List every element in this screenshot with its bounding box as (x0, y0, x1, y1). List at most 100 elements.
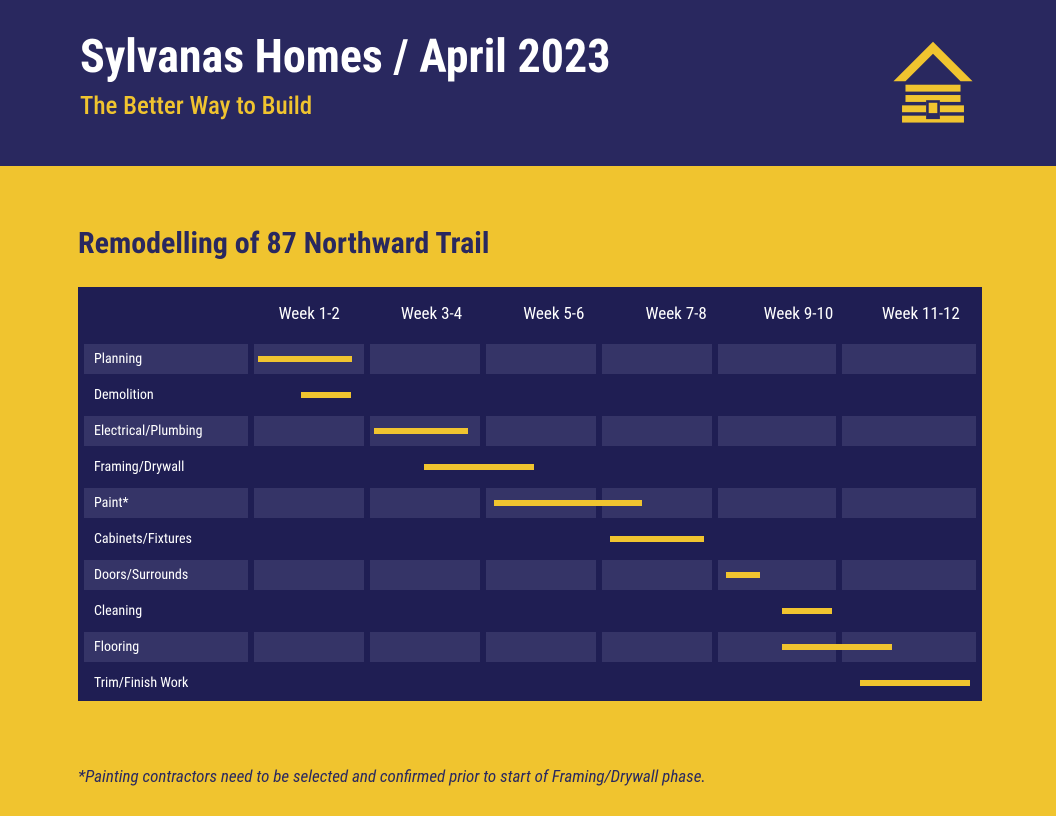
gantt-row: Flooring (78, 629, 982, 665)
gantt-row-cells (254, 488, 982, 518)
gantt-cell (254, 488, 364, 518)
footnote: *Painting contractors need to be selecte… (78, 767, 978, 787)
gantt-cell (254, 524, 364, 554)
gantt-col-header: Week 11-12 (860, 304, 982, 324)
gantt-row-label: Cabinets/Fixtures (84, 524, 248, 554)
gantt-cell (842, 524, 976, 554)
gantt-row: Demolition (78, 377, 982, 413)
gantt-bar (726, 572, 760, 578)
gantt-cell (602, 452, 712, 482)
gantt-cell (254, 668, 364, 698)
page-title: Sylvanas Homes / April 2023 (80, 30, 976, 84)
gantt-cell (718, 416, 836, 446)
gantt-cell (842, 380, 976, 410)
gantt-cell (486, 344, 596, 374)
gantt-row-label: Framing/Drywall (84, 452, 248, 482)
gantt-row-label: Paint* (84, 488, 248, 518)
gantt-row: Electrical/Plumbing (78, 413, 982, 449)
gantt-cell (842, 596, 976, 626)
gantt-row: Paint* (78, 485, 982, 521)
gantt-rows: Planning Demolition Electrical/Plumbing Fra… (78, 341, 982, 701)
gantt-cell (370, 596, 480, 626)
gantt-cell (842, 416, 976, 446)
gantt-cell (486, 380, 596, 410)
content: Remodelling of 87 Northward Trail Week 1… (0, 166, 1056, 787)
gantt-bar (494, 500, 642, 506)
gantt-row: Trim/Finish Work (78, 665, 982, 701)
gantt-cell (486, 668, 596, 698)
gantt-cell (602, 668, 712, 698)
gantt-row: Framing/Drywall (78, 449, 982, 485)
gantt-cell (718, 380, 836, 410)
gantt-row-label: Cleaning (84, 596, 248, 626)
gantt-cell (602, 632, 712, 662)
gantt-bar (374, 428, 468, 434)
header: Sylvanas Homes / April 2023 The Better W… (0, 0, 1056, 166)
gantt-row-label: Trim/Finish Work (84, 668, 248, 698)
gantt-col-header: Week 3-4 (370, 304, 492, 324)
gantt-row-cells (254, 452, 982, 482)
gantt-row-cells (254, 380, 982, 410)
gantt-row: Cabinets/Fixtures (78, 521, 982, 557)
tagline: The Better Way to Build (80, 92, 976, 121)
gantt-bar (258, 356, 352, 362)
gantt-row-label: Flooring (84, 632, 248, 662)
gantt-cell (486, 524, 596, 554)
gantt-row-cells (254, 344, 982, 374)
gantt-cell (254, 416, 364, 446)
gantt-row-cells (254, 632, 982, 662)
gantt-chart: Week 1-2 Week 3-4 Week 5-6 Week 7-8 Week… (78, 287, 982, 701)
gantt-row-label: Electrical/Plumbing (84, 416, 248, 446)
gantt-cell (370, 560, 480, 590)
gantt-bar (782, 608, 832, 614)
gantt-bar (610, 536, 704, 542)
gantt-col-header: Week 1-2 (248, 304, 370, 324)
gantt-cell (370, 344, 480, 374)
gantt-cell (486, 596, 596, 626)
gantt-cell (254, 560, 364, 590)
gantt-cell (370, 668, 480, 698)
gantt-cell (718, 668, 836, 698)
gantt-cell (254, 596, 364, 626)
gantt-bar (860, 680, 970, 686)
gantt-row: Cleaning (78, 593, 982, 629)
gantt-cell (602, 380, 712, 410)
gantt-cell (842, 452, 976, 482)
gantt-col-header: Week 5-6 (493, 304, 615, 324)
gantt-row-cells (254, 668, 982, 698)
gantt-cell (842, 344, 976, 374)
gantt-row-cells (254, 596, 982, 626)
gantt-header: Week 1-2 Week 3-4 Week 5-6 Week 7-8 Week… (78, 287, 982, 341)
gantt-cell (602, 416, 712, 446)
gantt-cell (718, 524, 836, 554)
gantt-cell (718, 344, 836, 374)
gantt-row-cells (254, 416, 982, 446)
gantt-row-label: Planning (84, 344, 248, 374)
gantt-row: Planning (78, 341, 982, 377)
gantt-bar (301, 392, 351, 398)
gantt-cell (486, 416, 596, 446)
gantt-row-label: Doors/Surrounds (84, 560, 248, 590)
gantt-row-cells (254, 560, 982, 590)
gantt-cell (718, 452, 836, 482)
gantt-col-header: Week 7-8 (615, 304, 737, 324)
gantt-cell (370, 632, 480, 662)
gantt-cell (602, 560, 712, 590)
gantt-cell (254, 632, 364, 662)
gantt-cell (842, 560, 976, 590)
gantt-cell (486, 632, 596, 662)
cabin-logo-icon (890, 40, 976, 126)
gantt-cell (370, 488, 480, 518)
gantt-row: Doors/Surrounds (78, 557, 982, 593)
gantt-cell (842, 488, 976, 518)
gantt-cell (370, 380, 480, 410)
gantt-row-label: Demolition (84, 380, 248, 410)
gantt-cell (370, 524, 480, 554)
gantt-bar (424, 464, 534, 470)
gantt-cell (486, 560, 596, 590)
gantt-row-cells (254, 524, 982, 554)
gantt-cell (254, 452, 364, 482)
gantt-col-header: Week 9-10 (737, 304, 859, 324)
gantt-bar (782, 644, 892, 650)
gantt-cell (602, 344, 712, 374)
